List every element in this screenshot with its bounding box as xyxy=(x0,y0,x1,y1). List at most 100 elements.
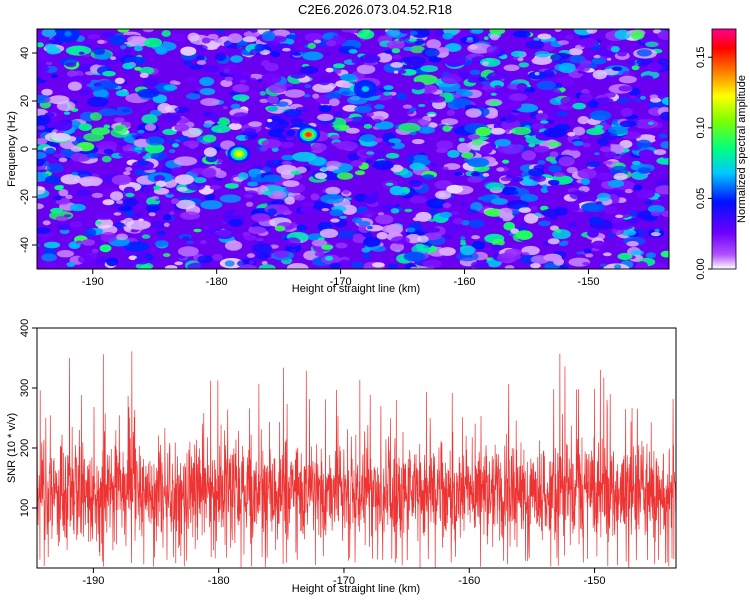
heatmap-cell xyxy=(468,44,478,50)
heatmap-cell xyxy=(171,167,183,174)
heatmap-x-tick-label: -170 xyxy=(330,276,352,288)
heatmap-cell xyxy=(394,203,400,208)
heatmap-cell xyxy=(44,97,51,102)
heatmap-cell xyxy=(518,62,530,68)
heatmap-cell xyxy=(189,64,203,70)
heatmap-cell xyxy=(114,49,127,59)
heatmap-cell xyxy=(661,97,669,106)
heatmap-cell xyxy=(363,123,373,129)
heatmap-cell xyxy=(290,170,302,175)
heatmap-cell xyxy=(118,152,130,158)
heatmap-cell xyxy=(122,198,139,207)
heatmap-cell xyxy=(113,212,122,216)
heatmap-cell xyxy=(357,29,375,40)
heatmap-cell xyxy=(96,39,105,45)
heatmap-cell xyxy=(261,139,282,149)
heatmap-cell xyxy=(375,121,394,130)
heatmap-cell xyxy=(45,147,56,154)
heatmap-cell xyxy=(630,30,645,40)
heatmap-cell xyxy=(95,218,114,229)
heatmap-cell xyxy=(135,202,147,208)
heatmap-cell xyxy=(496,167,505,172)
heatmap-cell xyxy=(83,132,104,142)
heatmap-cell xyxy=(658,196,666,201)
heatmap-cell xyxy=(243,30,260,38)
heatmap-cell xyxy=(148,212,156,217)
heatmap-cell xyxy=(599,263,607,267)
heatmap-cell xyxy=(488,100,502,106)
heatmap-cell xyxy=(594,97,614,106)
heatmap-cell xyxy=(361,252,372,260)
heatmap-cell xyxy=(642,75,654,80)
heatmap-cell xyxy=(535,112,549,121)
heatmap-cell xyxy=(116,200,124,205)
heatmap-cell xyxy=(87,96,109,108)
heatmap-cell xyxy=(206,193,216,201)
heatmap-cell xyxy=(202,134,217,143)
heatmap-cell xyxy=(292,52,302,56)
heatmap-cell xyxy=(322,122,334,127)
heatmap-cell xyxy=(510,176,524,183)
heatmap-cell xyxy=(326,40,337,47)
heatmap-cell xyxy=(408,179,423,187)
heatmap-cell xyxy=(398,38,405,42)
heatmap-cell xyxy=(370,148,387,159)
heatmap-cell xyxy=(171,33,187,42)
heatmap-cell xyxy=(521,150,536,161)
heatmap-cell xyxy=(153,259,160,264)
heatmap-cell xyxy=(589,110,612,121)
heatmap-cell xyxy=(558,241,569,246)
heatmap-cell xyxy=(417,126,435,134)
heatmap-cell xyxy=(347,95,368,105)
heatmap-cell xyxy=(335,69,342,74)
heatmap-cell xyxy=(518,207,532,214)
heatmap-cell xyxy=(37,138,48,145)
heatmap-cell xyxy=(469,69,481,76)
heatmap-cell xyxy=(162,253,171,257)
heatmap-cell xyxy=(458,71,471,79)
heatmap-cell xyxy=(495,217,504,223)
heatmap-cell xyxy=(187,262,208,269)
heatmap-cell xyxy=(115,233,128,241)
heatmap-cell xyxy=(174,174,194,185)
heatmap-cell xyxy=(510,50,525,58)
heatmap-cell xyxy=(261,30,276,42)
heatmap-cell xyxy=(114,117,125,123)
heatmap-cell xyxy=(579,92,593,102)
heatmap-cell xyxy=(182,236,190,241)
heatmap-cell xyxy=(375,31,383,35)
heatmap-cell xyxy=(470,202,483,212)
heatmap-cell xyxy=(69,221,83,228)
heatmap-cell xyxy=(649,94,659,100)
heatmap-cell xyxy=(614,29,631,40)
heatmap-cell xyxy=(441,166,449,170)
heatmap-cell xyxy=(360,134,377,143)
heatmap-cell xyxy=(422,259,442,269)
heatmap-cell xyxy=(636,189,655,199)
heatmap-cell xyxy=(281,154,296,161)
snr-x-tick-label: -180 xyxy=(208,575,230,587)
heatmap-cell xyxy=(219,194,241,203)
heatmap-cell xyxy=(624,188,633,194)
heatmap-cell xyxy=(65,62,77,68)
heatmap-cell xyxy=(99,108,117,116)
heatmap-cell xyxy=(248,226,267,234)
heatmap-cell xyxy=(372,262,385,268)
heatmap-cell xyxy=(341,91,350,95)
heatmap-cell xyxy=(586,29,598,34)
heatmap-peaks xyxy=(56,29,378,163)
heatmap-cell xyxy=(572,140,584,147)
heatmap-cell xyxy=(409,30,418,36)
heatmap-cell xyxy=(128,152,136,157)
heatmap-cell xyxy=(457,142,472,154)
heatmap-cell xyxy=(489,29,506,35)
heatmap-cell xyxy=(333,63,345,69)
heatmap-cell xyxy=(389,185,404,196)
heatmap-cell xyxy=(347,152,360,161)
heatmap-cell xyxy=(116,223,125,228)
heatmap-cell xyxy=(541,184,549,188)
heatmap-cell xyxy=(507,83,519,90)
heatmap-cell xyxy=(300,206,314,214)
heatmap-cell xyxy=(630,95,637,99)
heatmap-cell xyxy=(435,147,449,153)
